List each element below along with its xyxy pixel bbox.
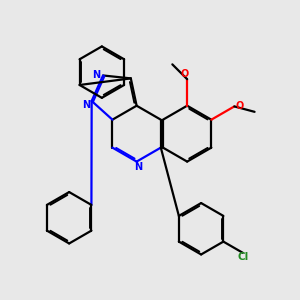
Text: N: N — [134, 162, 142, 172]
Text: N: N — [82, 100, 90, 110]
Text: N: N — [92, 70, 101, 80]
Text: O: O — [180, 69, 188, 79]
Text: O: O — [236, 101, 244, 111]
Text: Cl: Cl — [237, 252, 248, 262]
